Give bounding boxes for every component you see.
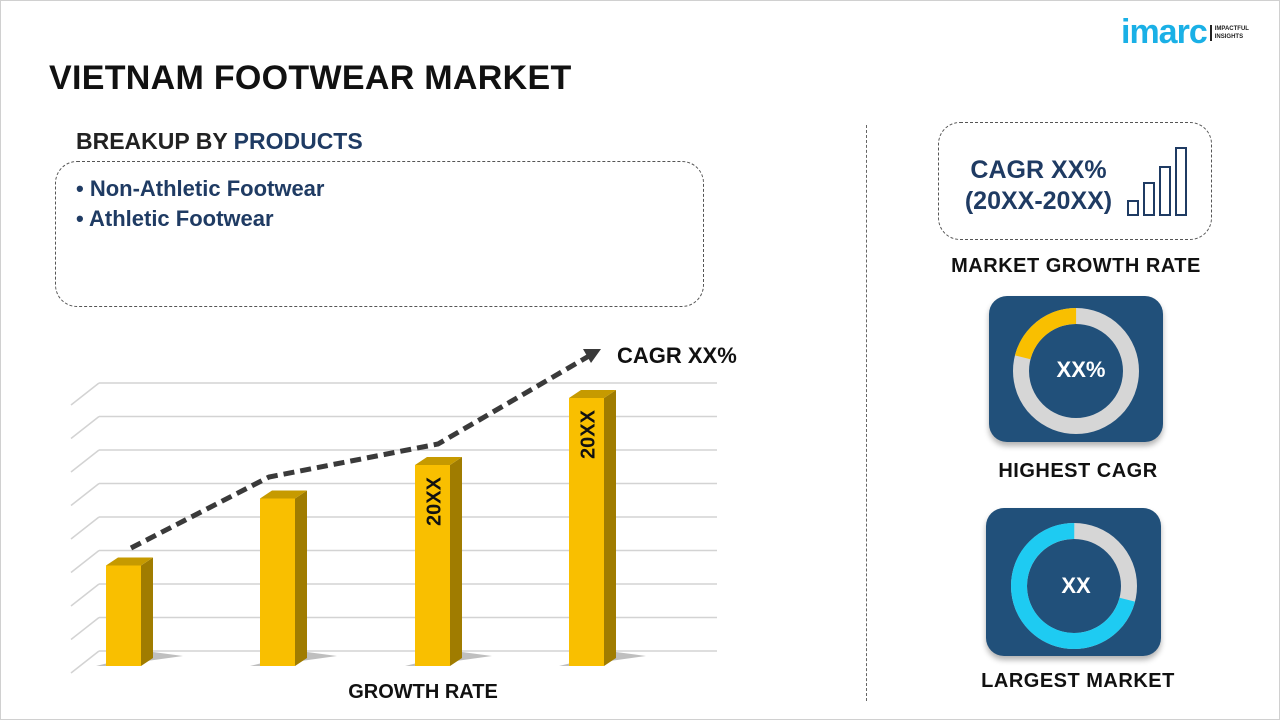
largest-market-label: LARGEST MARKET xyxy=(981,670,1175,692)
trend-line xyxy=(129,353,591,551)
gridline-perspective xyxy=(70,516,100,540)
bar-label: 20XX xyxy=(424,476,446,526)
gridline-perspective xyxy=(70,482,100,507)
breakup-heading: BREAKUP BY PRODUCTS xyxy=(76,128,363,154)
imarc-logo: imarc IMPACTFUL INSIGHTS xyxy=(1121,13,1249,52)
bar-side xyxy=(295,490,307,666)
gridline-perspective xyxy=(70,616,100,641)
bar-label: 20XX xyxy=(578,409,600,459)
bar-top xyxy=(569,390,616,398)
trend-arrowhead xyxy=(583,349,601,363)
bar-top xyxy=(415,457,462,465)
gridline-perspective xyxy=(70,549,100,574)
bar-chart-icon xyxy=(1127,147,1187,216)
largest-market-value: XX xyxy=(1061,573,1091,598)
cagr-box xyxy=(938,122,1212,240)
highest-cagr-donut xyxy=(1013,308,1139,434)
bar-top xyxy=(106,557,153,566)
highest-cagr-label: HIGHEST CAGR xyxy=(998,460,1158,482)
x-axis-label: GROWTH RATE xyxy=(348,681,498,703)
gridline-perspective xyxy=(70,583,100,607)
gridline-perspective xyxy=(70,449,100,473)
market-growth-label: MARKET GROWTH RATE xyxy=(951,255,1201,277)
gridline-perspective xyxy=(70,415,100,440)
products-box: • Non-Athletic Footwear • Athletic Footw… xyxy=(55,161,704,307)
bar xyxy=(106,565,141,666)
bar-side xyxy=(141,557,153,666)
cagr-text: CAGR XX% (20XX-20XX) xyxy=(964,156,1113,215)
bar xyxy=(569,398,604,666)
logo-tagline: IMPACTFUL INSIGHTS xyxy=(1209,24,1249,41)
bar xyxy=(260,498,295,666)
trend-annotation: CAGR XX% xyxy=(617,343,737,368)
highest-cagr-value: XX% xyxy=(1056,357,1106,382)
page-title: VIETNAM FOOTWEAR MARKET xyxy=(49,59,572,97)
gridline-perspective xyxy=(70,382,100,406)
logo-word: imarc xyxy=(1121,13,1208,51)
bar-top xyxy=(260,490,307,499)
largest-market-donut xyxy=(1011,523,1137,649)
highest-cagr-arc xyxy=(1013,308,1139,434)
divider xyxy=(866,125,867,701)
bar-side xyxy=(450,457,462,666)
product-item: • Non-Athletic Footwear xyxy=(76,176,325,201)
bar-side xyxy=(604,390,616,666)
gridline-perspective xyxy=(70,650,100,674)
bar xyxy=(415,465,450,666)
product-item: • Athletic Footwear xyxy=(76,206,274,231)
